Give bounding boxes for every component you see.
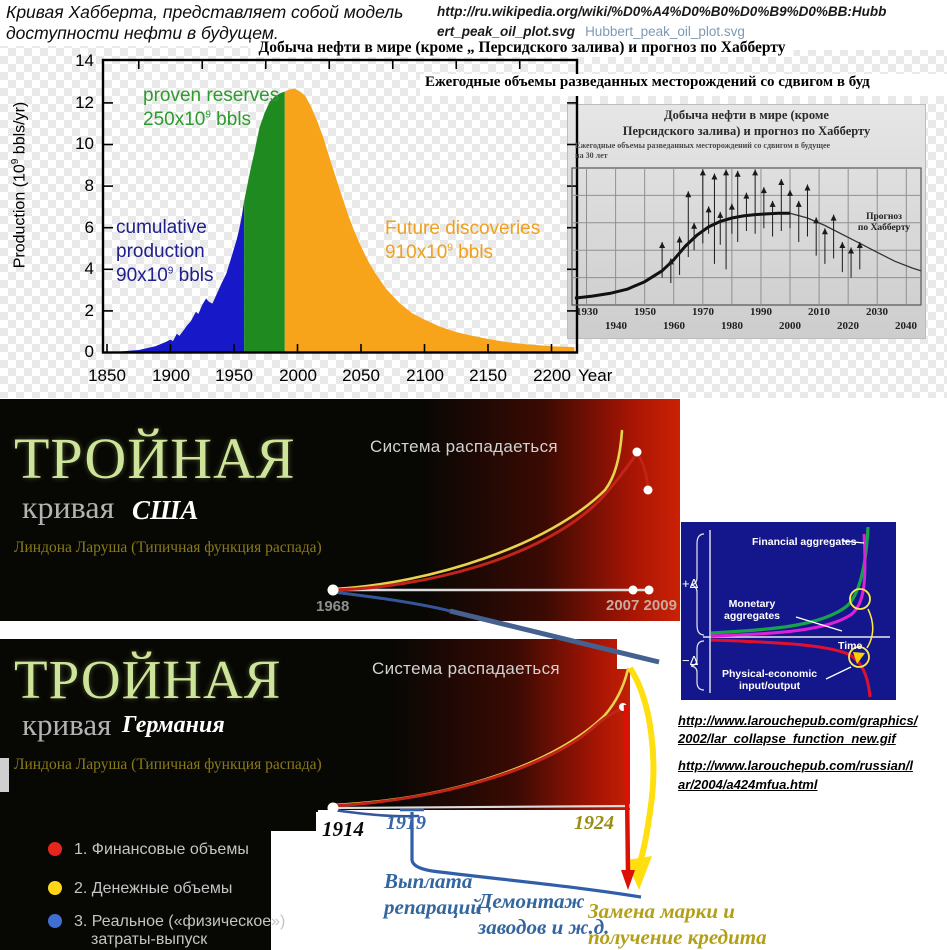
annotation-mark-credit: Замена марки и получение кредита [588, 899, 767, 950]
source-links: http://www.larouchepub.com/graphics/2002… [678, 712, 918, 803]
x-tick: 2000 [279, 366, 317, 385]
file-link[interactable]: Hubbert_peak_oil_plot.svg [585, 23, 745, 39]
x-tick: 1850 [88, 366, 126, 385]
germany-year-mid: 1919 [386, 812, 426, 834]
x-tick: 2050 [342, 366, 380, 385]
usa-country: США [132, 495, 199, 525]
caption: Кривая Хабберта, представляет собой моде… [0, 0, 454, 46]
wiki-url-line1: http://ru.wikipedia.org/wiki/%D0%A4%D0%B… [437, 4, 887, 19]
germany-note: Система распадаеться [372, 659, 560, 678]
y-tick: 4 [84, 259, 94, 278]
edge-artifact [0, 758, 9, 792]
germany-year-start: 1914 [322, 817, 364, 841]
inset-x-tick: 2030 [866, 306, 888, 318]
inset-forecast-label: Прогноз по Хабберту [857, 212, 911, 234]
y-tick: 6 [84, 218, 94, 237]
germany-country: Германия [122, 712, 225, 738]
y-tick: 10 [75, 134, 94, 153]
proven-reserves-label: proven reserves 250x109 bbls [143, 85, 280, 130]
y-tick: 2 [84, 301, 94, 320]
cumulative-production-label: cumulative production 90x109 bbls [116, 217, 214, 286]
x-tick: 2150 [469, 366, 507, 385]
larouchepub-link-2[interactable]: http://www.larouchepub.com/russian/lar/2… [678, 758, 913, 792]
legend-item-financial: 1. Финансовые объемы [48, 841, 249, 859]
blue-dot-icon [48, 914, 62, 928]
inset-x-tick: 1960 [663, 320, 685, 332]
legend-item-monetary: 2. Денежные объемы [48, 880, 232, 898]
y-tick: 14 [75, 51, 94, 70]
hubbert-section: Кривая Хабберта, представляет собой моде… [0, 0, 947, 398]
inset-x-tick: 1950 [634, 306, 656, 318]
germany-title-sub: кривая [22, 707, 112, 742]
usa-note: Система распадаеться [370, 437, 558, 456]
usa-title-sub: кривая [22, 489, 115, 525]
x-tick: 1900 [152, 366, 190, 385]
usa-credit: Линдона Ларуша (Типичная функция распада… [14, 539, 322, 556]
usa-year-start: 1968 [316, 598, 350, 615]
discoveries-note: Ежегодные объемы разведанных месторожден… [420, 74, 947, 96]
inset-x-tick: 2010 [808, 306, 830, 318]
inset-x-tick: 1990 [750, 306, 772, 318]
germany-credit: Линдона Ларуша (Типичная функция распада… [14, 756, 322, 773]
caption-line1: Кривая Хабберта, представляет собой моде… [6, 2, 404, 22]
annotation-reparations: Выплата репараций [384, 869, 483, 920]
y-tick: 12 [75, 93, 94, 112]
x-tick: 2100 [406, 366, 444, 385]
legend-panel [0, 831, 271, 950]
white-notch [617, 639, 630, 669]
x-tick: 1950 [215, 366, 253, 385]
x-tick: 2200 [533, 366, 571, 385]
inset-x-tick: 1930 [576, 306, 598, 318]
plus-delta-label: +Δ [682, 576, 699, 591]
minus-delta-label: −Δ [682, 653, 699, 668]
y-tick: 8 [84, 176, 94, 195]
inset-x-tick: 2040 [895, 320, 917, 332]
time-axis-label: Time [838, 640, 863, 652]
inset-x-tick: 1970 [692, 306, 714, 318]
larouchepub-link-1[interactable]: http://www.larouchepub.com/graphics/2002… [678, 713, 918, 747]
inset-title: Добыча нефти в мире (кроме Персидского за… [622, 108, 871, 138]
y-tick: 0 [84, 342, 94, 361]
physical-economic-label: Physical-economic input/output [722, 668, 818, 693]
y-axis-label: Production (109 bbls/yr) [10, 101, 29, 269]
inset-x-tick: 2020 [837, 320, 859, 332]
legend-item-physical: 3. Реальное («физическое») затраты-выпус… [48, 913, 285, 949]
red-dot-icon [48, 842, 62, 856]
yellow-dot-icon [48, 881, 62, 895]
inset-x-tick: 1980 [721, 320, 743, 332]
x-axis-suffix: Year [578, 366, 613, 385]
inset-subtitle: Ежегодные объемы разведанных месторожден… [575, 141, 831, 160]
caption-line2: доступности нефти в будущем. [6, 23, 279, 43]
financial-aggregates-label: Financial aggregates [752, 536, 857, 548]
future-discoveries-label: Future discoveries 910x109 bbls [385, 218, 541, 263]
usa-year-end: 2007 2009 [606, 597, 677, 614]
germany-year-end: 1924 [574, 812, 614, 834]
inset-x-tick: 1940 [605, 320, 627, 332]
source-url-block: http://ru.wikipedia.org/wiki/%D0%A4%D0%B… [437, 0, 947, 50]
hubbert-chart-title: Добыча нефти в мире (кроме „ Персидского… [250, 39, 794, 57]
usa-title-big: ТРОЙНАЯ [14, 426, 296, 491]
inset-x-tick: 2000 [779, 320, 801, 332]
monetary-aggregates-label: Monetary aggregates [724, 598, 781, 623]
wiki-url-line2: ert_peak_oil_plot.svg [437, 23, 576, 39]
germany-title-big: ТРОЙНАЯ [14, 649, 282, 710]
